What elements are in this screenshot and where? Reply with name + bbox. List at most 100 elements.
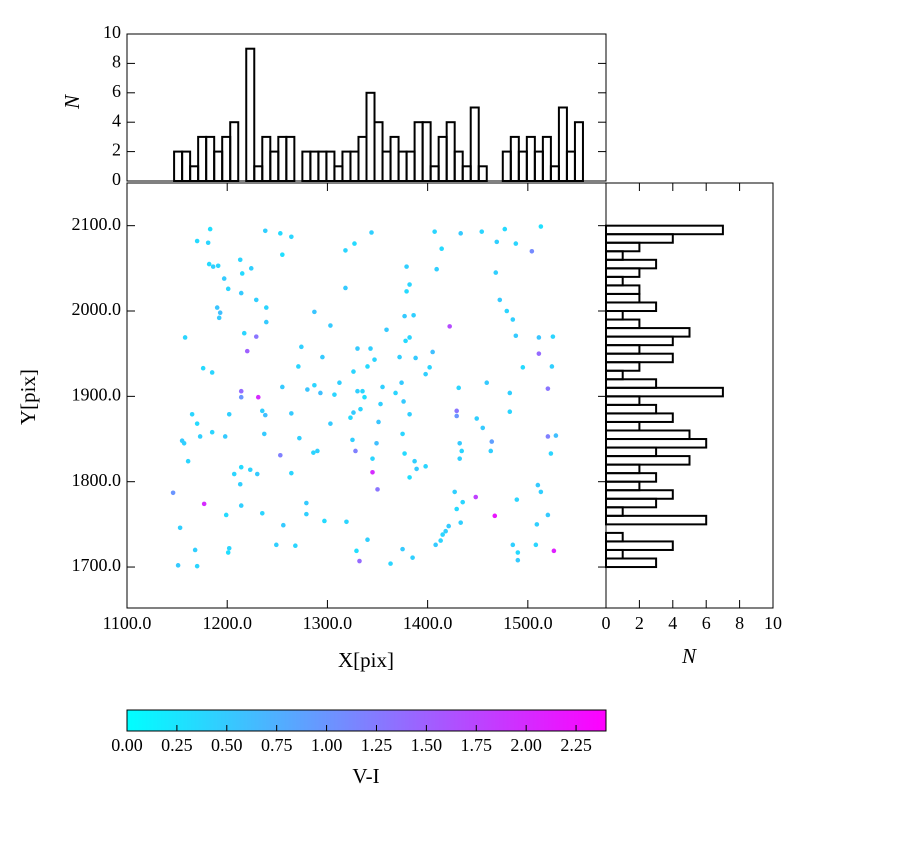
histogram-bar <box>197 135 208 182</box>
scatter-point <box>507 409 513 415</box>
histogram-bar <box>605 318 641 330</box>
histogram-bar <box>605 258 658 270</box>
colorbar-tick-label: 2.00 <box>510 735 542 755</box>
y-tick-label: 1800.0 <box>72 470 122 490</box>
histogram-bar <box>309 150 320 183</box>
scatter-point <box>194 421 200 426</box>
top-hist-y-label: N <box>60 94 84 110</box>
scatter-point <box>293 543 298 549</box>
colorbar-tick-label: 1.75 <box>461 735 493 755</box>
scatter-point <box>262 412 268 418</box>
y-tick-label: 1700.0 <box>72 555 122 575</box>
histogram-bars <box>173 47 584 183</box>
histogram-bar <box>605 463 641 475</box>
scatter-point <box>365 537 370 543</box>
scatter-point <box>492 513 498 519</box>
scatter-point <box>513 241 519 246</box>
histogram-bar <box>605 344 641 355</box>
scatter-point <box>354 548 359 554</box>
scatter-point <box>206 261 212 267</box>
scatter-point <box>404 289 409 294</box>
histogram-bar <box>357 135 368 182</box>
colorbar-tick-label: 0.25 <box>161 735 193 755</box>
histogram-bar <box>605 472 658 483</box>
scatter-point <box>328 323 333 328</box>
scatter-point <box>458 231 463 236</box>
scatter-point <box>280 252 285 257</box>
histogram-bar <box>501 150 512 183</box>
scatter-point <box>549 364 555 369</box>
histogram-bar <box>605 335 674 347</box>
scatter-point <box>223 512 229 518</box>
histogram-bars <box>605 224 724 569</box>
scatter-point <box>238 394 244 400</box>
scatter-point <box>248 266 254 271</box>
scatter-point <box>393 390 398 396</box>
scatter-point <box>427 365 432 370</box>
scatter-point <box>457 440 462 446</box>
scatter-point <box>380 384 385 390</box>
scatter-point <box>404 264 409 269</box>
histogram-bar <box>365 91 376 182</box>
scatter-point <box>189 411 195 417</box>
scatter-point <box>370 456 375 461</box>
histogram-bar <box>181 150 192 183</box>
scatter-point <box>414 466 419 472</box>
scatter-point <box>289 411 294 416</box>
histogram-bar <box>605 514 708 526</box>
scatter-point <box>205 240 211 246</box>
colorbar-tick-label: 1.00 <box>311 735 343 755</box>
scatter-point <box>402 451 407 456</box>
scatter-point <box>434 266 439 272</box>
histogram-bar <box>381 150 392 183</box>
scatter-point <box>259 510 265 516</box>
scatter-point <box>400 431 405 437</box>
scatter-point <box>400 546 405 552</box>
scatter-point <box>305 387 310 392</box>
x-tick-label: 1100.0 <box>103 613 152 633</box>
scatter-point <box>553 433 559 438</box>
scatter-point <box>241 330 247 336</box>
scatter-point <box>474 416 480 421</box>
y-tick-label: 10 <box>103 22 121 42</box>
axes-frame <box>126 33 607 182</box>
x-tick-label: 1200.0 <box>202 613 252 633</box>
histogram-bar <box>605 489 674 500</box>
histogram-bar <box>253 165 264 183</box>
y-tick-label: 8 <box>112 52 121 72</box>
scatter-point <box>238 388 244 394</box>
scatter-point <box>502 226 508 232</box>
scatter-point <box>375 487 380 492</box>
histogram-bar <box>605 241 641 253</box>
scatter-point <box>515 557 521 563</box>
scatter-point <box>343 248 348 253</box>
scatter-point <box>460 499 466 505</box>
scatter-point <box>456 385 461 391</box>
scatter-point <box>297 435 302 441</box>
histogram-bar <box>269 150 280 183</box>
histogram-bar <box>333 165 344 183</box>
histogram-bar <box>605 548 624 560</box>
scatter-point <box>207 226 213 232</box>
scatter-point <box>360 388 365 394</box>
scatter-point <box>278 452 283 458</box>
scatter-point <box>454 413 459 419</box>
scatter-point <box>274 542 279 548</box>
scatter-point <box>263 305 269 310</box>
scatter-point <box>438 538 443 543</box>
histogram-bar <box>525 135 536 182</box>
histogram-bar <box>605 275 624 287</box>
scatter-point <box>350 437 355 443</box>
x-tick-label: 4 <box>668 613 677 633</box>
scatter-point <box>362 394 367 400</box>
y-tick-label: 2000.0 <box>72 299 122 319</box>
histogram-bar <box>605 480 641 492</box>
scatter-point <box>253 297 259 303</box>
histogram-bar <box>605 292 641 304</box>
histogram-bar <box>557 106 568 182</box>
x-tick-label: 6 <box>702 613 711 633</box>
histogram-bar <box>605 438 708 449</box>
histogram-bar <box>605 310 624 321</box>
scatter-point <box>480 425 486 431</box>
